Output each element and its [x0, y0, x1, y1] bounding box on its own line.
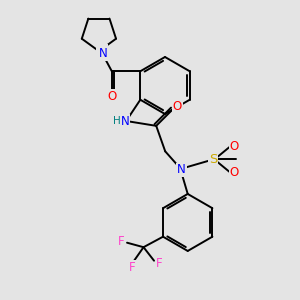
Text: S: S	[209, 153, 218, 166]
Text: H: H	[113, 116, 121, 126]
Text: F: F	[129, 261, 136, 274]
Text: F: F	[118, 235, 125, 248]
Text: O: O	[230, 140, 239, 153]
Text: N: N	[98, 45, 107, 58]
Text: O: O	[107, 90, 116, 103]
Text: S: S	[209, 153, 218, 166]
Text: N: N	[177, 164, 186, 176]
Text: O: O	[230, 140, 239, 153]
Text: O: O	[230, 166, 239, 178]
Text: N: N	[97, 44, 106, 57]
Text: O: O	[230, 166, 239, 178]
Text: N: N	[177, 164, 186, 176]
Text: N: N	[98, 47, 107, 60]
Text: O: O	[172, 100, 182, 113]
Text: F: F	[156, 256, 163, 270]
Text: O: O	[172, 100, 182, 113]
Text: N: N	[121, 115, 130, 128]
Text: O: O	[107, 90, 116, 103]
Text: HN: HN	[114, 116, 130, 126]
